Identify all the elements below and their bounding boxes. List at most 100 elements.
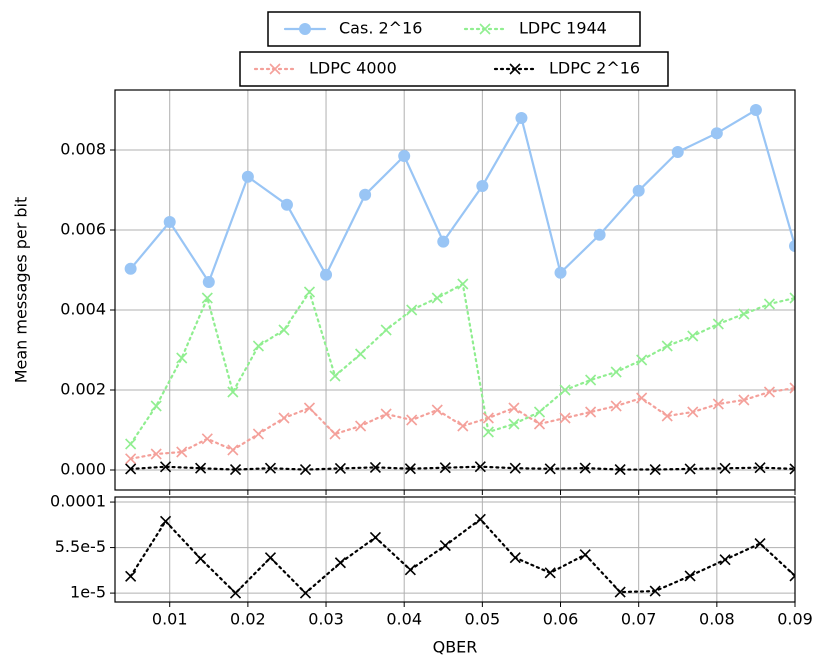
marker xyxy=(355,420,367,432)
marker xyxy=(593,228,606,241)
legend-label: LDPC 4000 xyxy=(309,59,397,78)
y-axis-label: Mean messages per bit xyxy=(12,197,31,384)
marker xyxy=(649,585,661,597)
marker xyxy=(278,412,290,424)
marker xyxy=(439,539,451,552)
marker xyxy=(559,384,571,396)
marker xyxy=(763,298,776,310)
marker xyxy=(554,266,567,279)
marker xyxy=(610,400,622,412)
marker xyxy=(227,444,239,456)
marker xyxy=(299,587,312,599)
y-tick-label: 0.0001 xyxy=(50,492,106,511)
marker xyxy=(738,308,750,320)
legend-label: Cas. 2^16 xyxy=(339,19,422,38)
axes-frame xyxy=(114,496,796,603)
marker xyxy=(636,392,648,404)
marker xyxy=(369,531,381,544)
marker xyxy=(299,464,312,476)
x-tick-label: 0.08 xyxy=(699,610,735,629)
marker xyxy=(380,408,392,420)
marker xyxy=(303,402,316,414)
marker xyxy=(533,418,546,430)
marker xyxy=(150,448,162,460)
marker xyxy=(719,462,731,474)
marker xyxy=(789,292,795,304)
marker xyxy=(398,150,411,162)
legend-box xyxy=(239,51,669,87)
y-tick-label: 1e-5 xyxy=(70,583,106,602)
marker xyxy=(280,198,293,211)
marker xyxy=(544,463,556,475)
marker xyxy=(176,446,188,458)
marker xyxy=(687,330,699,342)
marker xyxy=(195,462,207,474)
marker xyxy=(649,463,661,476)
marker xyxy=(439,462,451,474)
marker xyxy=(508,418,520,430)
marker xyxy=(202,276,215,288)
series-line xyxy=(129,465,795,471)
y-tick-label: 0.000 xyxy=(60,460,106,479)
marker xyxy=(579,462,591,474)
marker xyxy=(610,366,622,378)
marker xyxy=(252,340,264,352)
x-tick-label: 0.06 xyxy=(543,610,579,629)
marker xyxy=(124,262,137,275)
marker xyxy=(369,461,381,473)
marker xyxy=(160,461,172,473)
marker xyxy=(687,406,699,418)
marker xyxy=(264,462,277,474)
marker xyxy=(359,188,372,201)
x-tick-label: 0.05 xyxy=(465,610,501,629)
marker xyxy=(334,557,346,569)
marker xyxy=(789,570,795,582)
marker xyxy=(229,587,242,599)
marker xyxy=(160,515,172,527)
marker xyxy=(201,292,213,304)
marker xyxy=(476,180,489,192)
marker xyxy=(355,348,367,360)
marker xyxy=(559,412,571,424)
marker xyxy=(719,554,731,566)
marker xyxy=(749,104,762,116)
marker xyxy=(457,420,469,432)
marker xyxy=(269,63,281,75)
marker xyxy=(614,586,626,598)
marker xyxy=(303,286,316,298)
marker xyxy=(125,570,137,582)
marker xyxy=(684,463,696,475)
x-tick-label: 0.04 xyxy=(386,610,422,629)
marker xyxy=(163,216,176,228)
series-line xyxy=(129,282,795,446)
marker xyxy=(201,433,213,445)
marker xyxy=(712,398,724,410)
marker xyxy=(406,414,418,426)
marker xyxy=(479,23,491,35)
marker xyxy=(585,406,597,418)
marker xyxy=(457,278,469,290)
marker xyxy=(241,170,254,183)
marker xyxy=(671,146,684,158)
y-tick-label: 0.002 xyxy=(60,380,106,399)
x-tick-label: 0.01 xyxy=(152,610,188,629)
marker xyxy=(509,462,521,474)
marker xyxy=(515,112,528,124)
marker xyxy=(195,553,207,565)
marker xyxy=(229,464,242,476)
marker xyxy=(509,63,521,75)
legend-label: LDPC 2^16 xyxy=(549,59,640,78)
marker xyxy=(754,462,766,474)
marker xyxy=(636,354,648,366)
y-tick-label: 5.5e-5 xyxy=(55,537,106,556)
marker xyxy=(508,402,520,414)
plot-area xyxy=(124,104,795,476)
plot-area xyxy=(125,513,795,599)
marker xyxy=(544,567,556,579)
marker xyxy=(431,404,443,416)
marker xyxy=(125,463,137,475)
marker xyxy=(404,564,416,576)
marker xyxy=(252,428,264,440)
